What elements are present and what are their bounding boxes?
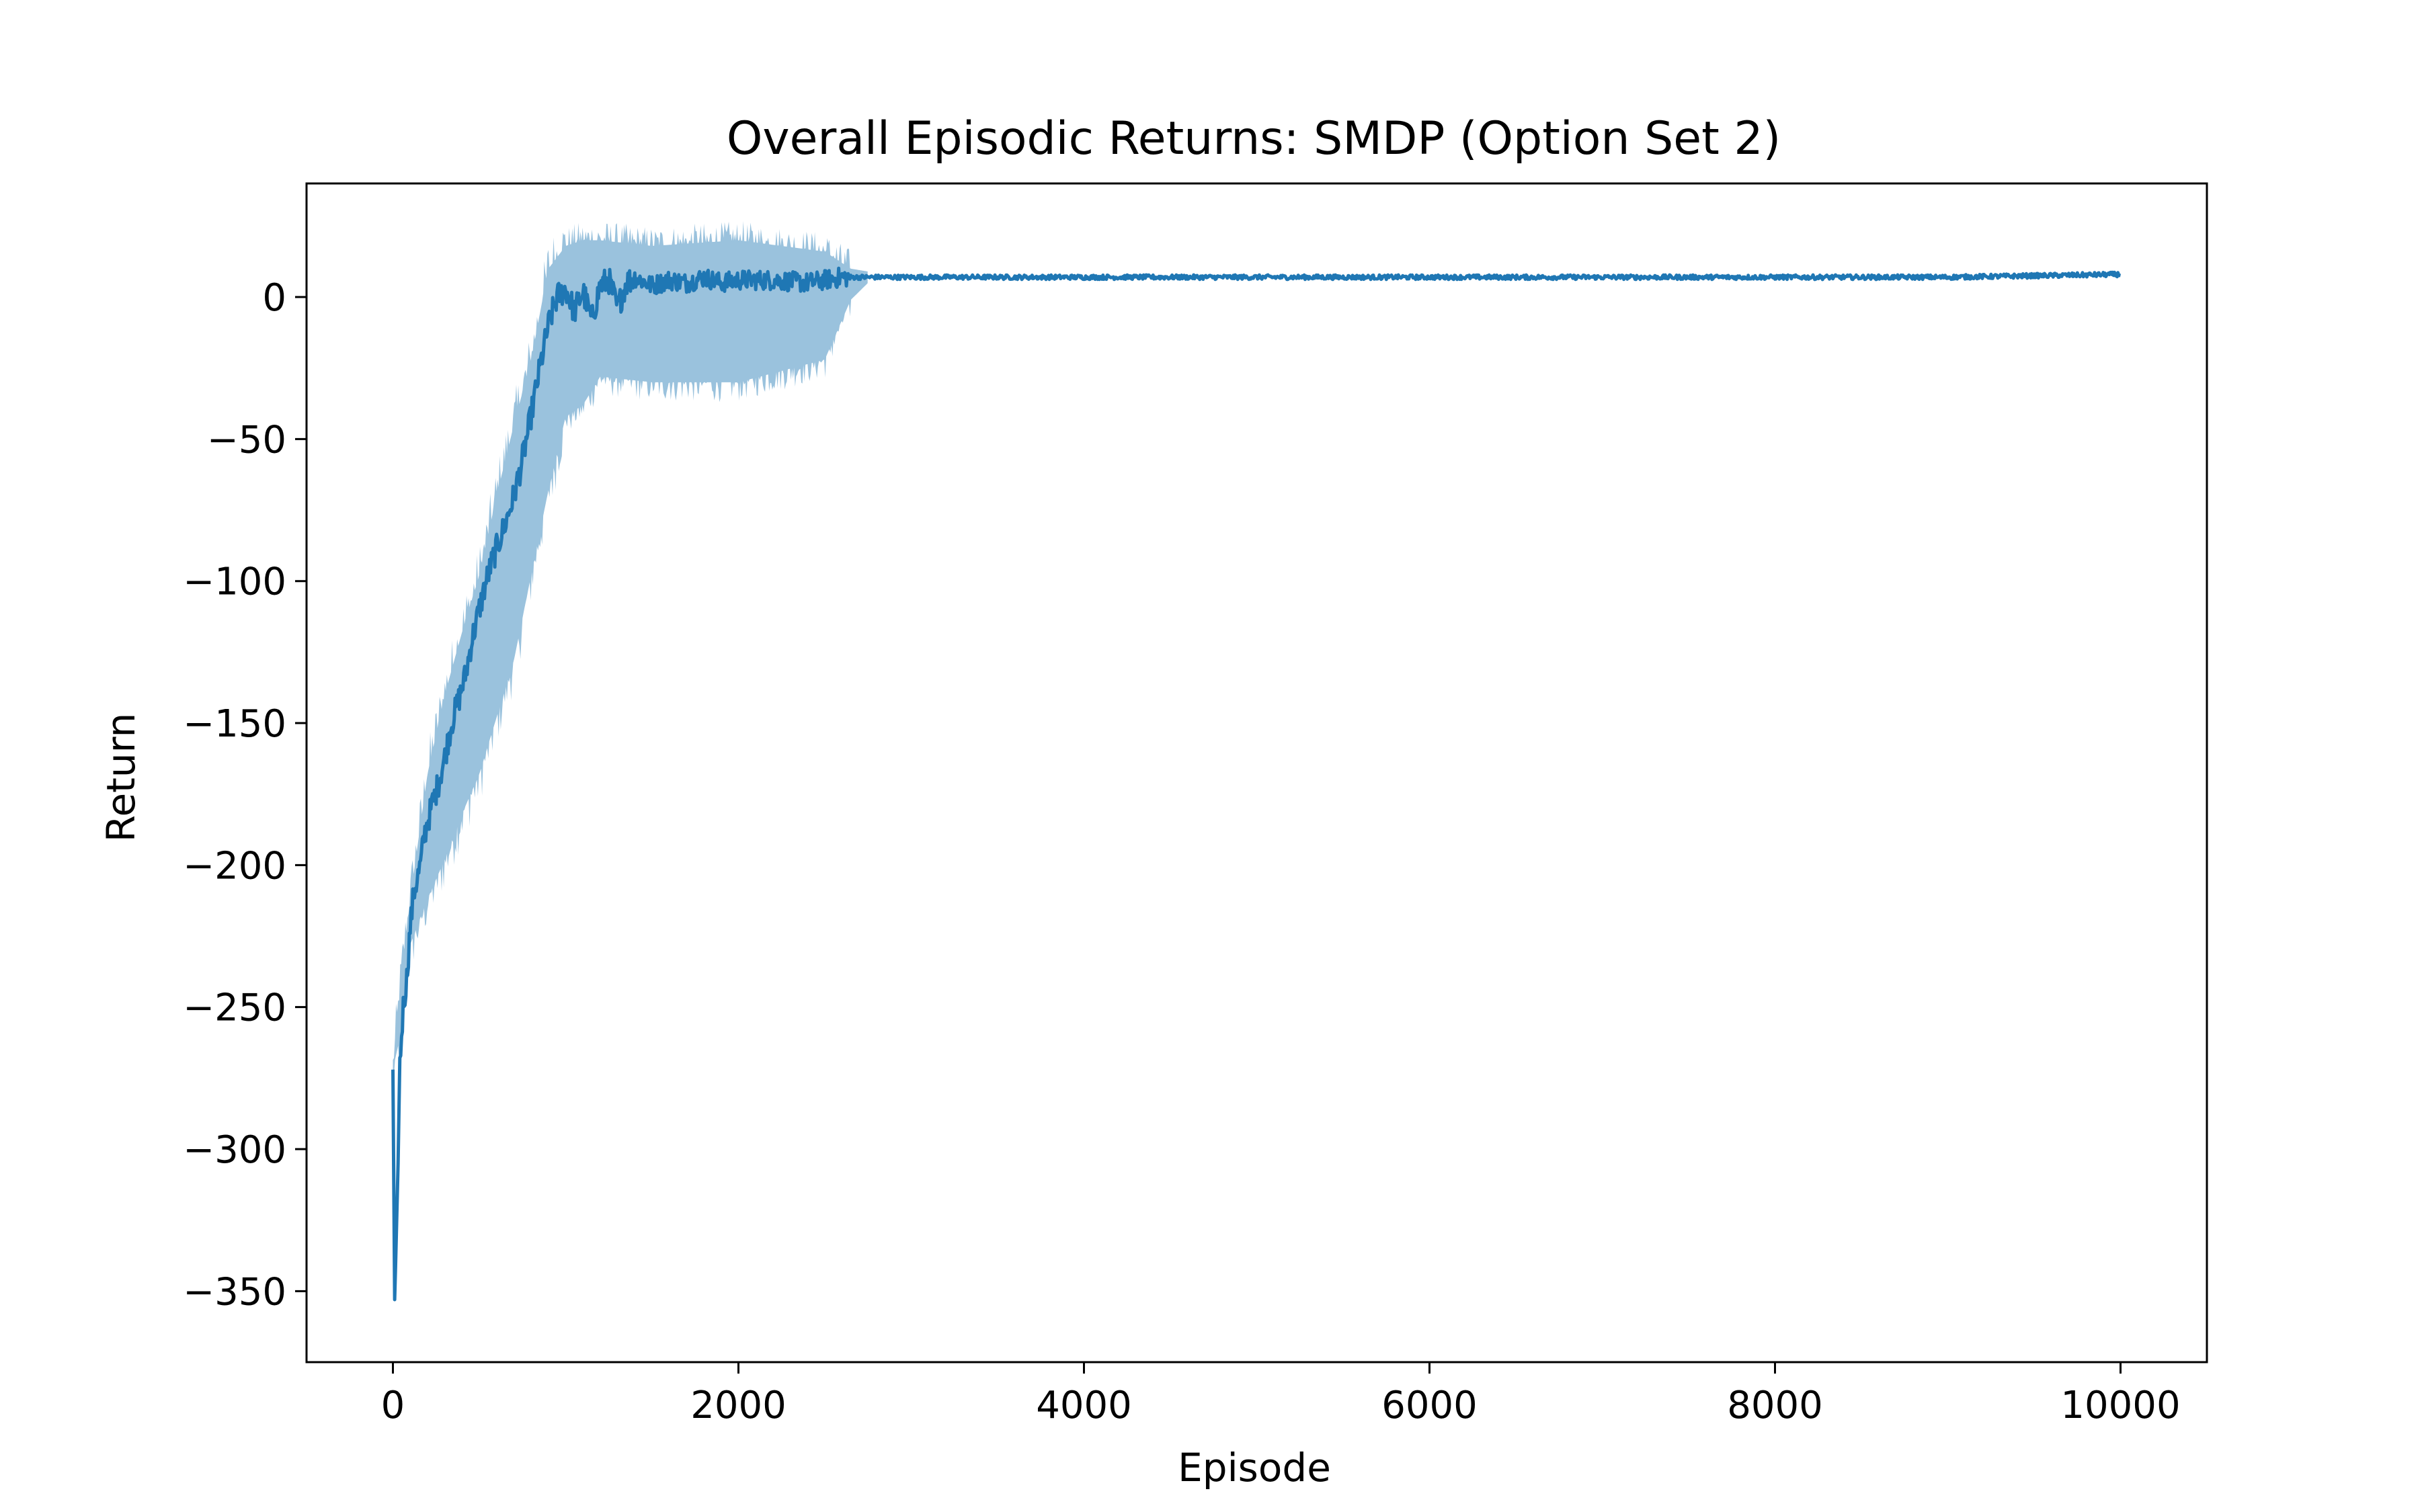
y-tick-label: −200 [183,844,286,888]
y-tick-label: −350 [183,1270,286,1314]
y-axis: 0 −50 −100 −150 −200 −250 −300 −350 [183,276,307,1314]
y-axis-label: Return [98,713,144,842]
y-tick-label: −100 [183,560,286,604]
y-tick-label: 0 [262,276,286,320]
series-mean-line [391,266,2122,1302]
plot-frame [305,182,2208,1363]
x-tick-label: 0 [381,1384,405,1427]
plot-area [391,221,2122,1302]
confidence-band [393,221,868,1077]
x-tick-label: 2000 [690,1384,787,1427]
x-tick-label: 4000 [1036,1384,1132,1427]
y-tick-label: −250 [183,986,286,1030]
x-axis: 0 2000 4000 6000 8000 10000 [381,1362,2181,1427]
y-tick-label: −300 [183,1128,286,1172]
x-tick-label: 10000 [2060,1384,2180,1427]
x-tick-label: 8000 [1727,1384,1823,1427]
chart-title: Overall Episodic Returns: SMDP (Option S… [727,112,1781,165]
y-tick-label: −50 [207,418,286,462]
y-tick-label: −150 [183,702,286,746]
x-tick-label: 6000 [1381,1384,1478,1427]
x-axis-label: Episode [1178,1445,1331,1490]
